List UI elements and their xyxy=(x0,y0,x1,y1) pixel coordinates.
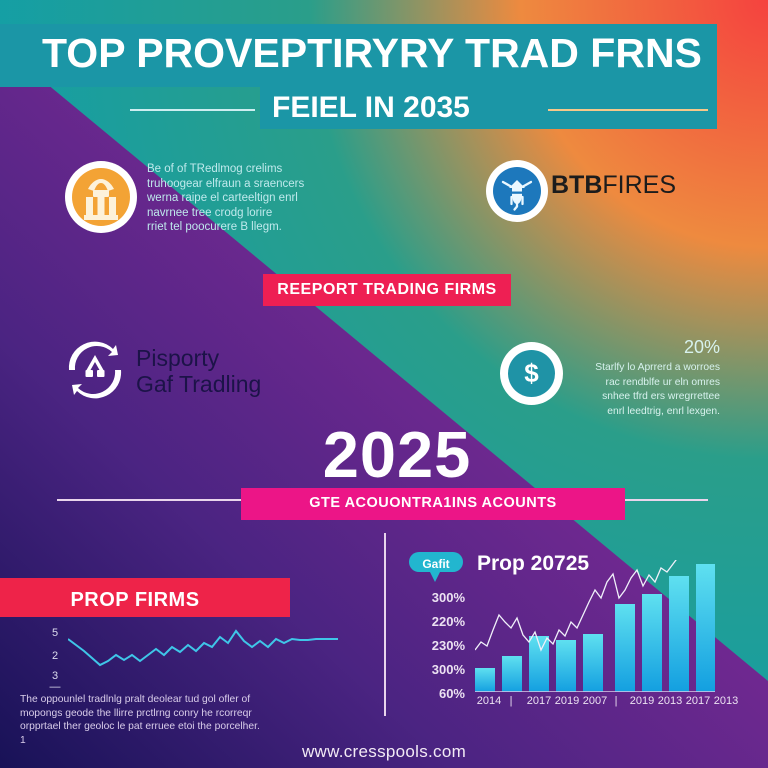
svg-text:$: $ xyxy=(524,358,539,388)
svg-text:—: — xyxy=(50,681,61,690)
svg-text:5: 5 xyxy=(52,627,58,639)
svg-text:2: 2 xyxy=(52,650,58,662)
